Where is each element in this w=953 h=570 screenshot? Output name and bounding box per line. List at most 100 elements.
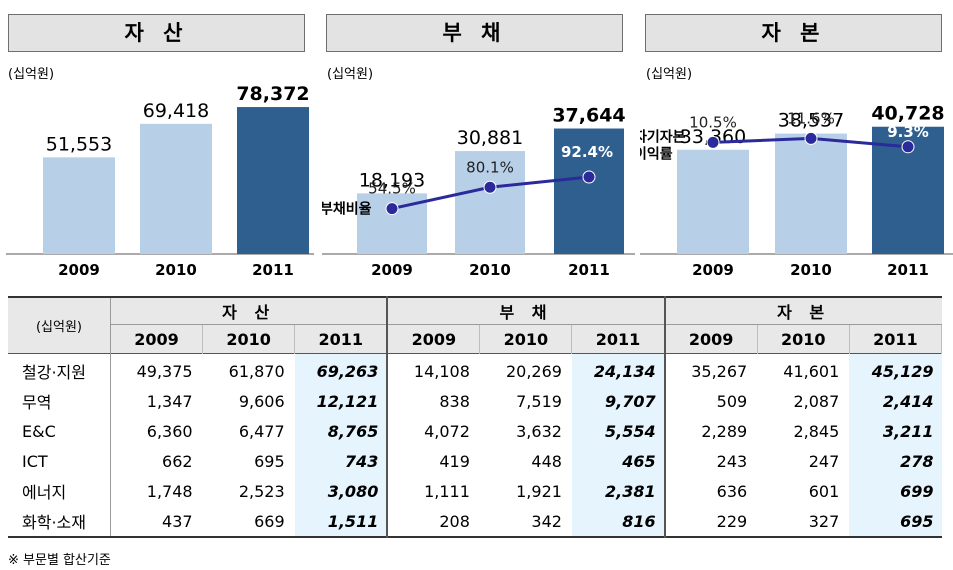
x-tick-label: 2010 [790, 261, 832, 279]
bar-value-label: 69,418 [143, 100, 209, 122]
table-cell: 601 [808, 481, 840, 501]
x-tick-label: 2009 [58, 261, 100, 279]
table-cell: 419 [439, 451, 470, 471]
table-cell: 3,211 [849, 416, 942, 446]
ratio-label: 10.5% [689, 113, 737, 131]
assets-bar-chart: 51,553 2009 69,418 2010 78,372 2011 [6, 83, 314, 279]
table-cell: 699 [849, 476, 942, 506]
bar-2010 [455, 151, 525, 254]
table-cell: 69,263 [294, 353, 389, 386]
table-cell: 695 [849, 506, 942, 537]
ratio-point [483, 180, 497, 194]
table-cell: 465 [571, 446, 666, 476]
bar-value-label: 30,881 [457, 127, 523, 149]
table-cell: 2,087 [793, 391, 840, 411]
table-year-header: 2009 [110, 324, 204, 354]
unit-label-assets: (십억원) [8, 67, 55, 82]
table-row: 화학·소재 437 669 1,511 208 342 816 229 327 695 [8, 506, 942, 537]
table-cell: 662 [162, 451, 193, 471]
table-cell: 5,554 [571, 416, 666, 446]
table-cell: 12,121 [294, 386, 389, 416]
table-cell: 1,748 [146, 481, 193, 501]
ratio-point [901, 140, 915, 154]
ratio-point [582, 170, 596, 184]
table-row-label: 철강·지원 [8, 353, 112, 386]
table-cell: 2,523 [238, 481, 285, 501]
bar-2010 [775, 133, 847, 254]
bar-2010 [140, 123, 212, 254]
table-cell: 6,360 [146, 421, 193, 441]
footnote: ※ 부문별 합산기준 [8, 553, 111, 568]
table-year-header: 2011 [849, 324, 943, 354]
table-row: ICT 662 695 743 419 448 465 243 247 278 [8, 446, 942, 476]
x-tick-label: 2011 [568, 261, 610, 279]
table-year-header: 2010 [479, 324, 573, 354]
table-cell: 816 [571, 506, 666, 537]
table-cell: 509 [716, 391, 748, 411]
ratio-series-label: 부채비율 [322, 201, 372, 218]
unit-label-equity: (십억원) [646, 67, 693, 82]
table-cell: 636 [716, 481, 748, 501]
bar-2009 [677, 149, 749, 254]
table-cell: 7,519 [516, 391, 562, 411]
table-cell: 61,870 [228, 361, 285, 381]
table-cell: 41,601 [783, 361, 840, 381]
table-cell: 1,111 [424, 481, 470, 501]
table-row: 무역 1,347 9,606 12,121 838 7,519 9,707 509 2,087 2… [8, 386, 942, 416]
table-cell: 278 [849, 446, 942, 476]
bar-2011 [554, 128, 624, 254]
table-cell: 838 [439, 391, 470, 411]
ratio-point [706, 135, 720, 149]
table-cell: 35,267 [691, 361, 748, 381]
table-cell: 743 [294, 446, 389, 476]
table-row-label: ICT [8, 446, 112, 476]
table-group-liabilities: 부 채 [387, 296, 666, 325]
table-cell: 229 [716, 511, 748, 531]
table-row-label: E&C [8, 416, 112, 446]
table-row: 철강·지원 49,375 61,870 69,263 14,108 20,269 24,13… [8, 353, 942, 386]
equity-bar-chart: 33,360200938,537201040,728201110.5%11.6%… [640, 103, 953, 279]
x-tick-label: 2011 [252, 261, 294, 279]
table-row-label: 화학·소재 [8, 506, 112, 537]
table-year-header: 2010 [757, 324, 850, 354]
table-cell: 448 [531, 451, 562, 471]
ratio-label: 11.6% [787, 109, 835, 127]
table-unit-label: (십억원) [8, 296, 112, 354]
table-cell: 243 [716, 451, 748, 471]
table-cell: 3,080 [294, 476, 389, 506]
ratio-label: 80.1% [466, 158, 514, 176]
table-group-assets: 자 산 [110, 296, 389, 325]
table-cell: 3,632 [516, 421, 562, 441]
bar-value-label: 18,193 [359, 169, 425, 191]
bar-value-label: 51,553 [46, 133, 112, 155]
x-tick-label: 2010 [469, 261, 511, 279]
table-cell: 6,477 [238, 421, 285, 441]
table-cell: 1,511 [294, 506, 389, 537]
table-year-header: 2009 [664, 324, 758, 354]
table-cell: 2,845 [793, 421, 840, 441]
table-cell: 20,269 [505, 361, 562, 381]
table-cell: 9,606 [238, 391, 285, 411]
table-cell: 342 [531, 511, 562, 531]
table-row: E&C 6,360 6,477 8,765 4,072 3,632 5,554 2,289 2,… [8, 416, 942, 446]
ratio-point [385, 202, 399, 216]
panel-title-liabilities: 부 채 [326, 14, 623, 52]
table-cell: 695 [254, 451, 285, 471]
bar-2011 [237, 107, 309, 255]
bar-value-label: 37,644 [552, 105, 625, 127]
table-group-equity: 자 본 [664, 296, 942, 325]
ratio-label: 9.3% [887, 123, 929, 141]
segment-data-table: (십억원) 자 산 부 채 자 본 2009 2010 2011 2009 2010 20… [8, 296, 943, 538]
table-cell: 1,921 [516, 481, 562, 501]
table-cell: 669 [254, 511, 285, 531]
bar-value-label: 40,728 [871, 103, 944, 125]
ratio-label: 54.5% [368, 180, 416, 198]
table-cell: 45,129 [849, 353, 942, 386]
table-year-header: 2011 [571, 324, 666, 354]
bar-value-label: 78,372 [236, 83, 309, 105]
table-cell: 24,134 [571, 353, 666, 386]
bar-2009 [43, 157, 115, 254]
liabilities-bar-chart: 18,193 2009 30,881 2010 37,644 2011 54.5% 80.1%… [322, 105, 635, 279]
table-cell: 2,289 [701, 421, 748, 441]
table-cell: 1,347 [146, 391, 193, 411]
